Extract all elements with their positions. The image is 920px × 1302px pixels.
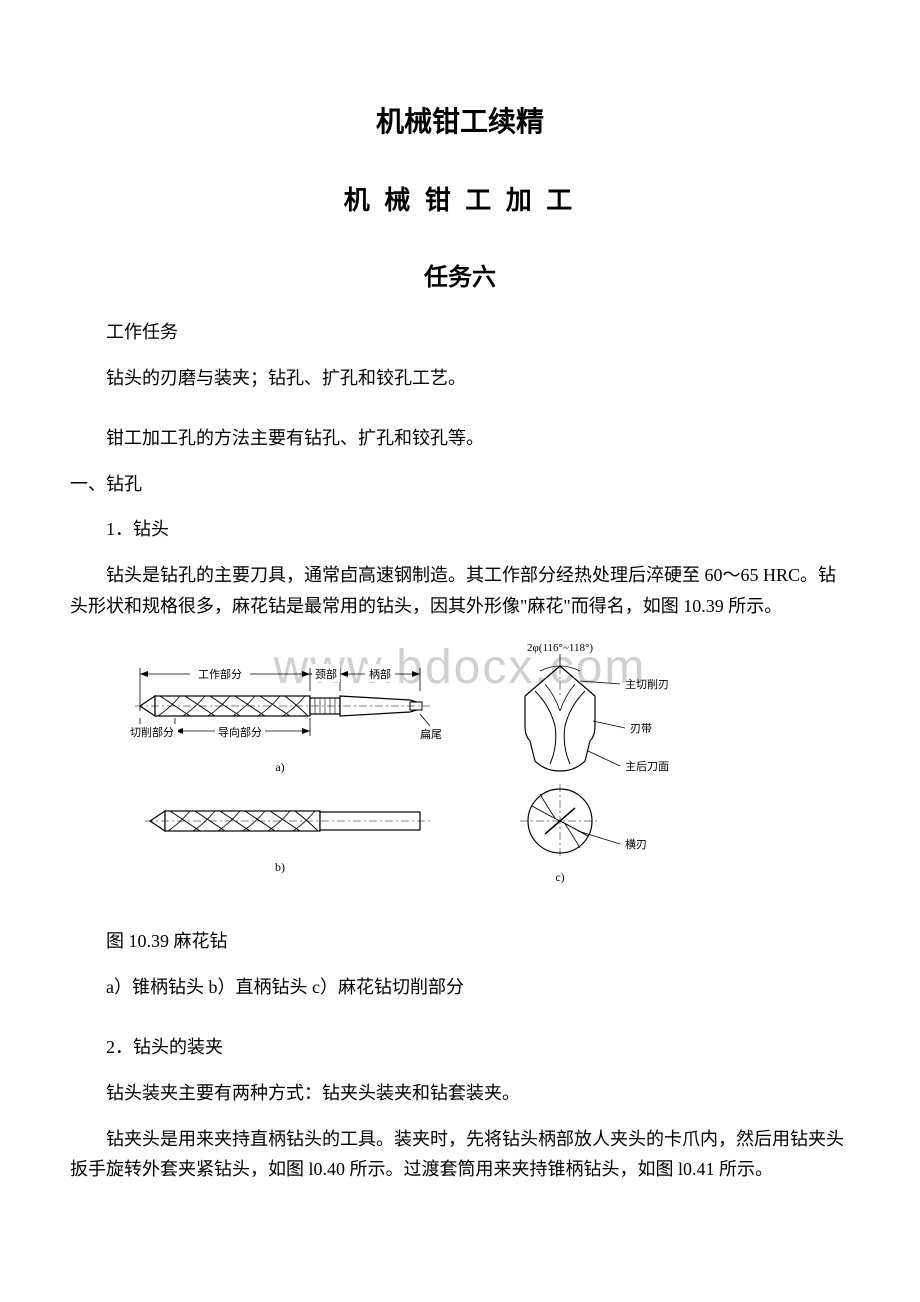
label-main-edge: 主切削刃 — [625, 677, 669, 691]
para-task-content: 钻头的刃磨与装夹；钻孔、扩孔和铰孔工艺。 — [70, 363, 850, 394]
para-drill-desc: 钻头是钻孔的主要刀具，通常卣高速钢制造。其工作部分经热处理后淬硬至 60～65 … — [70, 560, 850, 621]
drill-diagram-svg: 工作部分 颈部 柄部 — [130, 636, 690, 906]
label-neck: 颈部 — [315, 667, 337, 681]
para-figure-legend: a）锥柄钻头 b）直柄钻头 c）麻花钻切削部分 — [70, 972, 850, 1003]
label-shank: 柄部 — [369, 667, 391, 681]
para-task-label: 工作任务 — [70, 317, 850, 348]
para-clamping-desc: 钻夹头是用来夹持直柄钻头的工具。装夹时，先将钻头柄部放人夹头的卡爪内，然后用钻夹… — [70, 1124, 850, 1185]
label-flank: 主后刀面 — [625, 760, 669, 773]
label-work-part: 工作部分 — [198, 667, 242, 681]
label-b: b) — [275, 860, 285, 874]
para-drill-heading: 1．钻头 — [70, 514, 850, 545]
label-angle: 2φ(116°~118°) — [527, 642, 593, 654]
para-clamping-methods: 钻头装夹主要有两种方式：钻夹头装夹和钻套装夹。 — [70, 1078, 850, 1109]
title-subtitle1: 机 械 钳 工 加 工 — [70, 180, 850, 217]
label-flat-tail: 扁尾 — [420, 728, 442, 741]
label-chisel: 横刃 — [625, 837, 647, 851]
para-figure-caption: 图 10.39 麻花钻 — [70, 926, 850, 957]
para-clamping-heading: 2．钻头的装夹 — [70, 1032, 850, 1063]
para-section-drilling: 一、钻孔 — [70, 469, 850, 500]
figure-c-cutting-detail: 2φ(116°~118°) 主切削刃 刃带 主后刀面 — [520, 642, 669, 884]
figure-10-39: 工作部分 颈部 柄部 — [130, 636, 690, 906]
para-methods: 钳工加工孔的方法主要有钻孔、扩孔和铰孔等。 — [70, 423, 850, 454]
label-cutting-part: 切削部分 — [130, 725, 174, 739]
label-c: c) — [555, 870, 564, 884]
figure-b-straight-drill: b) — [145, 811, 430, 874]
label-guide-part: 导向部分 — [218, 725, 262, 739]
title-subtitle2: 任务六 — [70, 257, 850, 292]
label-a: a) — [275, 760, 284, 774]
label-margin: 刃带 — [630, 722, 652, 735]
figure-a-taper-drill: 工作部分 颈部 柄部 — [130, 664, 442, 774]
title-main: 机械钳工续精 — [70, 100, 850, 140]
